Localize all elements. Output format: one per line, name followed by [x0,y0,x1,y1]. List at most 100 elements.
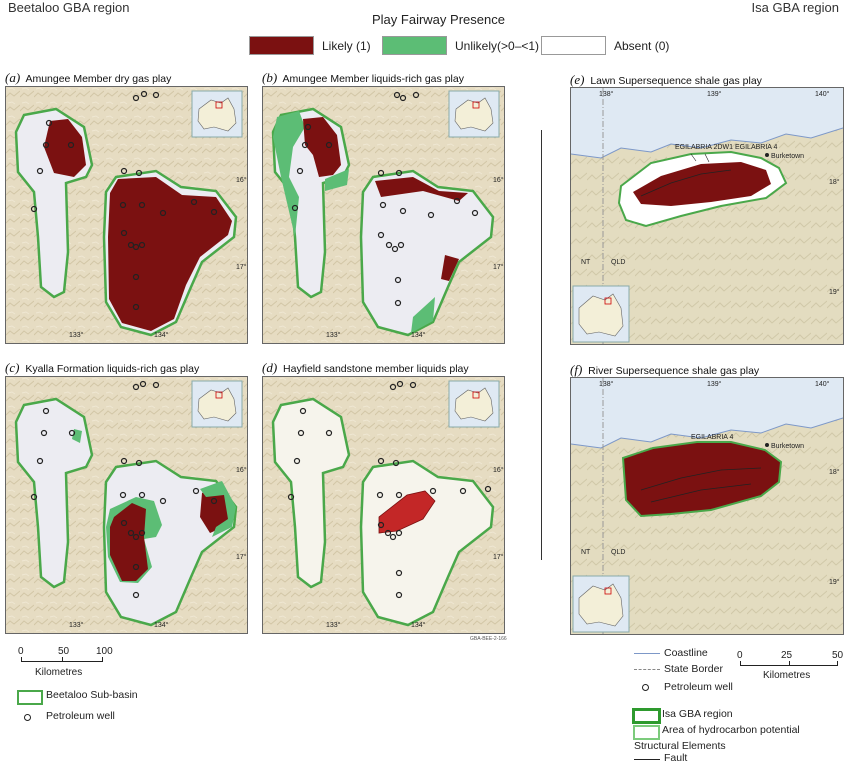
australia-inset-a [191,90,243,138]
lat-17-a: 17° [236,263,247,271]
unlikely-zone-b-south [411,297,435,333]
panel-c-title: (c) Kyalla Formation liquids-rich gas pl… [5,360,200,375]
sub-basin-swatch [17,690,43,705]
unlikely-zone-b-west [273,111,305,237]
australia-inset-b [448,90,500,138]
isa-region-swatch [632,708,661,724]
hydrocarbon-zone-e [633,162,771,206]
fault-line-f [640,467,762,503]
lon-134-c: 134° [154,621,169,629]
likely-zone-b-north [375,177,468,201]
hydrocarbon-zone-f [621,441,783,518]
legend-likely: Likely (1) [249,36,371,55]
coastline-label: Coastline [664,647,708,659]
unlikely-zone-b-mid [325,169,349,191]
lat-18-e: 18° [829,178,840,186]
wells-b [291,91,479,307]
well-label-f: EGILABRIA 4 [691,434,734,441]
panel-a-title: (a) Amungee Member dry gas play [5,70,172,85]
unlikely-swatch [382,36,447,55]
lat-17-c: 17° [236,553,247,561]
scale-50: 50 [58,646,70,657]
legend-unlikely: Unlikely(>0–<1) [382,36,539,55]
legend-title: Play Fairway Presence [372,12,505,27]
likely-swatch [249,36,314,55]
lon-139-e: 139° [707,90,722,98]
isa-scale-unit: Kilometres [763,670,811,681]
sub-basin-label: Beetaloo Sub-basin [46,689,138,701]
wells-a [30,90,218,311]
lon-140-e: 140° [815,90,830,98]
map-b: 16° 17° 133° 134° [262,86,505,344]
town-label-f: Burketown [771,443,804,450]
beetaloo-scale-unit: Kilometres [35,667,83,678]
lat-16-a: 16° [236,176,247,184]
wells-d [287,380,492,599]
coastline-line [634,653,660,654]
map-c: 16° 17° 133° 134° [5,376,248,634]
isa-well-icon [642,684,649,691]
structural-label: Structural Elements [634,740,726,752]
isa-region-legend-label: Isa GBA region [662,708,733,720]
isa-scale-0: 0 [737,650,743,661]
lat-16-d: 16° [493,466,504,474]
likely-zone-c-center [110,503,148,581]
map-f: EGILABRIA 4 Burketown NT QLD 138° 139° 1… [570,377,844,635]
likely-zone-b-west [303,117,341,177]
fault-line [634,759,660,760]
lon-138-f: 138° [599,380,614,388]
lat-16-b: 16° [493,176,504,184]
fault-label: Fault [664,752,688,764]
lon-134-d: 134° [411,621,426,629]
wells-c [30,380,218,599]
hydrocarbon-label: Area of hydrocarbon potential [662,724,800,736]
isa-scale-bar: 0 25 50 [737,650,847,670]
lon-134-a: 134° [154,331,169,339]
unlikely-label: Unlikely(>0–<1) [455,38,540,53]
well-icon [24,714,31,721]
lat-17-d: 17° [493,553,504,561]
fault-line-e [640,169,732,197]
town-marker-f [765,443,769,447]
lon-133-c: 133° [69,621,84,629]
state-border-label: State Border [664,663,723,675]
town-label-e: Burketown [771,153,804,160]
lon-139-f: 139° [707,380,722,388]
australia-inset-e [572,285,630,343]
map-e: EGILABRIA 2DW1 EGILABRIA 4 Burketown NT … [570,87,844,345]
lat-19-f: 19° [829,578,840,586]
beetaloo-scale-bar: 0 50 100 [18,646,113,666]
lon-133-a: 133° [69,331,84,339]
map-a: 16° 17° 133° 134° [5,86,248,344]
well-label-e1: EGILABRIA 2DW1 [675,144,733,151]
isa-scale-25: 25 [781,650,793,661]
likely-zone-a-east [108,177,232,331]
scale-100: 100 [96,646,113,657]
map-d: 16° 17° 133° 134° [262,376,505,634]
lat-16-c: 16° [236,466,247,474]
lat-18-f: 18° [829,468,840,476]
beetaloo-region-label: Beetaloo GBA region [8,0,130,15]
nt-label-f: NT [581,549,591,556]
isa-region-label: Isa GBA region [751,0,839,15]
lat-19-e: 19° [829,288,840,296]
panel-e-title: (e) Lawn Supersequence shale gas play [570,72,762,87]
likely-zone-d [378,490,436,534]
state-border-line [634,669,660,670]
lat-17-b: 17° [493,263,504,271]
nt-label-e: NT [581,259,591,266]
lon-138-e: 138° [599,90,614,98]
panel-d-title: (d) Hayfield sandstone member liquids pl… [262,360,469,375]
qld-label-e: QLD [611,259,625,266]
australia-inset-c [191,380,243,428]
figure-code: GBA-BEE-2-166 [470,636,507,642]
unlikely-zone-c-east-rim [200,481,236,537]
well-label-e2: EGILABRIA 4 [735,144,778,151]
lon-134-b: 134° [411,331,426,339]
beetaloo-well-label: Petroleum well [46,710,115,722]
likely-zone-a-west [44,119,86,177]
legend-absent: Absent (0) [541,36,669,55]
likely-zone-b-south [441,255,459,281]
isa-scale-50: 50 [832,650,844,661]
absent-label: Absent (0) [614,38,670,53]
